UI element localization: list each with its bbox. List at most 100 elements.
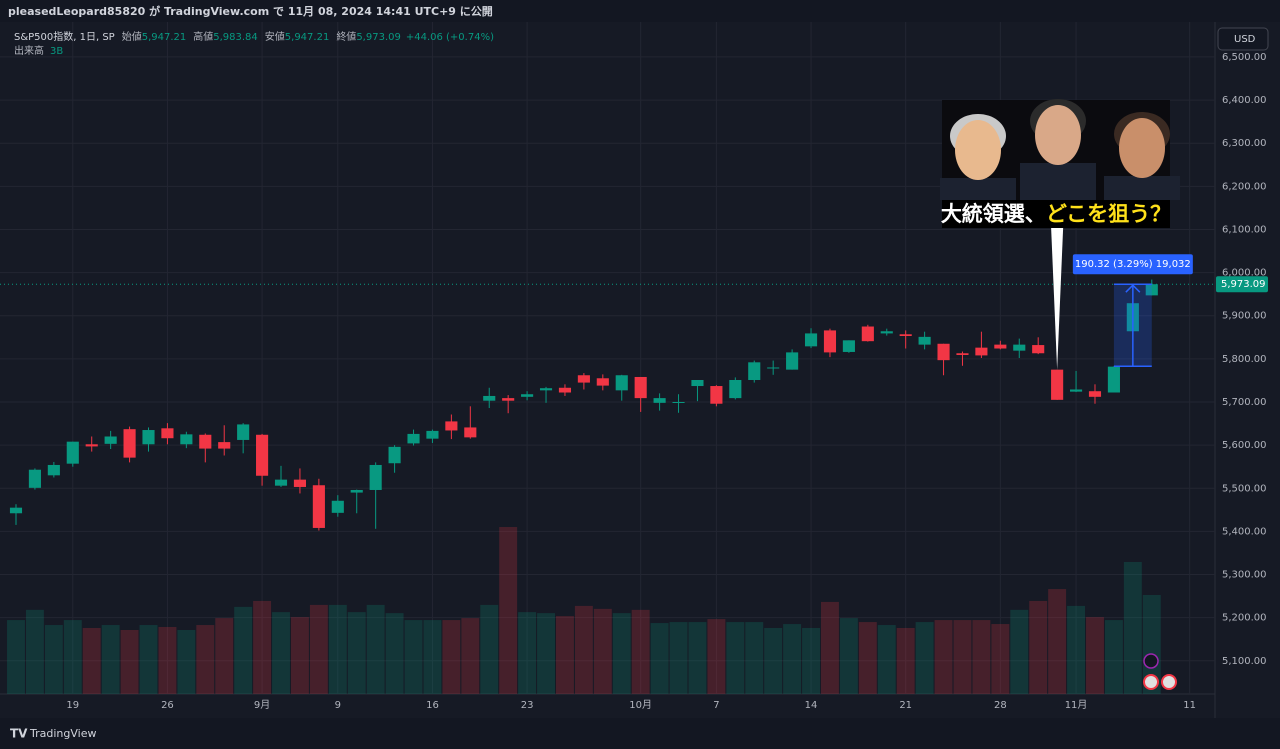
volume-bar	[972, 620, 991, 694]
volume-bar	[726, 622, 745, 694]
volume-bar	[63, 620, 82, 694]
thumbnail-face	[955, 120, 1001, 180]
grid: 6,500.00 6,400.00 6,300.00 6,200.00 6,100.00…	[0, 22, 1267, 711]
thumbnail-caption-part: どこを狙う？	[1046, 202, 1171, 226]
volume-bar	[877, 625, 896, 694]
volume-bar	[272, 612, 290, 694]
candle-body	[539, 388, 553, 391]
candle-body	[66, 441, 79, 464]
volume-bar	[404, 620, 423, 694]
last-price-box	[1216, 276, 1268, 293]
x-tick-label: 14	[805, 700, 818, 711]
x-tick-label: 21	[899, 700, 912, 711]
x-tick-label: 26	[161, 700, 174, 711]
volume-bar	[537, 613, 555, 694]
volume-bar	[991, 624, 1010, 694]
candle-body	[47, 464, 60, 476]
candle-body	[104, 436, 117, 444]
volume-bar	[669, 622, 688, 694]
volume-bar	[499, 527, 518, 694]
volume-bar	[385, 613, 404, 694]
candle-body	[369, 464, 382, 490]
y-tick-label: 5,700.00	[1222, 397, 1267, 408]
currency-button[interactable]	[1217, 27, 1269, 51]
thumbnail-suit	[940, 178, 1016, 200]
volume-bar	[764, 628, 783, 694]
thumbnail-suit	[1104, 176, 1180, 200]
volume-bar	[215, 618, 234, 694]
candle-body	[464, 427, 477, 438]
candle-body	[672, 401, 685, 403]
candle-body	[1088, 391, 1102, 397]
callout-pointer	[1051, 228, 1064, 370]
legend-item: 5,947.21	[142, 32, 187, 43]
legend-item: S&P500指数, 1日, SP	[14, 30, 115, 43]
candle-body	[1051, 369, 1064, 400]
overlay-layer: 5,973.09 190.32 (3.29%) 19,032 大統領選、どこを狙う？	[0, 99, 1268, 370]
candle-body	[937, 343, 950, 361]
volume-bar	[1067, 605, 1086, 694]
volume-bar	[442, 620, 461, 694]
volume-bar	[631, 609, 650, 694]
candle-body	[975, 347, 988, 356]
volume-bar	[802, 628, 821, 694]
candle-body	[1032, 345, 1045, 354]
candle-body	[767, 367, 780, 369]
volume-bar	[120, 629, 139, 694]
candle-body	[218, 442, 231, 449]
volume-bar	[1086, 617, 1104, 694]
x-tick-label: 11月	[1065, 699, 1088, 711]
x-tick-label: 28	[994, 700, 1007, 711]
event-icon[interactable]	[1143, 674, 1159, 690]
y-tick-label: 6,400.00	[1222, 95, 1267, 106]
y-tick-label: 5,500.00	[1222, 483, 1267, 494]
candle-body	[331, 500, 344, 513]
measure-label-box	[1072, 254, 1193, 275]
volume-bar	[234, 606, 253, 694]
candle-body	[142, 430, 155, 445]
volume-bar	[366, 604, 385, 694]
candle-body	[691, 379, 704, 387]
volume-bar	[196, 625, 215, 694]
x-tick-label: 23	[521, 700, 534, 711]
volume-bar	[821, 601, 839, 694]
currency-label[interactable]: USD	[1234, 34, 1256, 45]
volume-bar	[688, 622, 707, 694]
candle-body	[407, 433, 420, 444]
x-tick-label: 9	[335, 700, 341, 711]
legend-item: 出来高	[14, 44, 44, 57]
candle-body	[426, 430, 439, 439]
event-icon[interactable]	[1143, 653, 1159, 669]
volume-bar	[1010, 609, 1029, 694]
y-tick-label: 6,500.00	[1222, 52, 1267, 63]
y-tick-label: 6,300.00	[1222, 138, 1267, 149]
thumbnail-caption: 大統領選、どこを狙う？	[941, 202, 1171, 226]
volume-bar	[953, 620, 972, 694]
volume-bar	[707, 619, 726, 694]
header-bar	[0, 0, 1280, 22]
legend-item: 5,973.09	[356, 32, 401, 43]
y-tick-label: 5,400.00	[1222, 526, 1267, 537]
event-icon[interactable]	[1161, 674, 1177, 690]
x-tick-label: 10月	[629, 699, 652, 711]
legend-item: +44.06 (+0.74%)	[406, 32, 494, 43]
legend-line: S&P500指数, 1日, SP 始値5,947.21 高値5,983.84 安値5,…	[14, 30, 494, 43]
legend-item: 始値	[122, 30, 142, 43]
y-tick-label: 6,000.00	[1222, 268, 1267, 279]
volume-bar	[1029, 600, 1048, 694]
candle-body	[1107, 366, 1120, 393]
volume-bar	[593, 608, 612, 694]
volume-bar	[915, 622, 934, 694]
candle-body	[729, 379, 742, 399]
candle-body	[956, 353, 969, 355]
volume-bar	[896, 628, 915, 694]
candle-body	[123, 429, 136, 458]
volume-bar	[612, 613, 631, 694]
legend-item: 安値	[265, 30, 285, 43]
candle-body	[615, 375, 628, 391]
legend-item: 5,947.21	[285, 32, 330, 43]
volume-bar	[518, 612, 537, 694]
legend-line: 出来高 3B	[14, 44, 63, 57]
candle-body	[350, 489, 363, 493]
